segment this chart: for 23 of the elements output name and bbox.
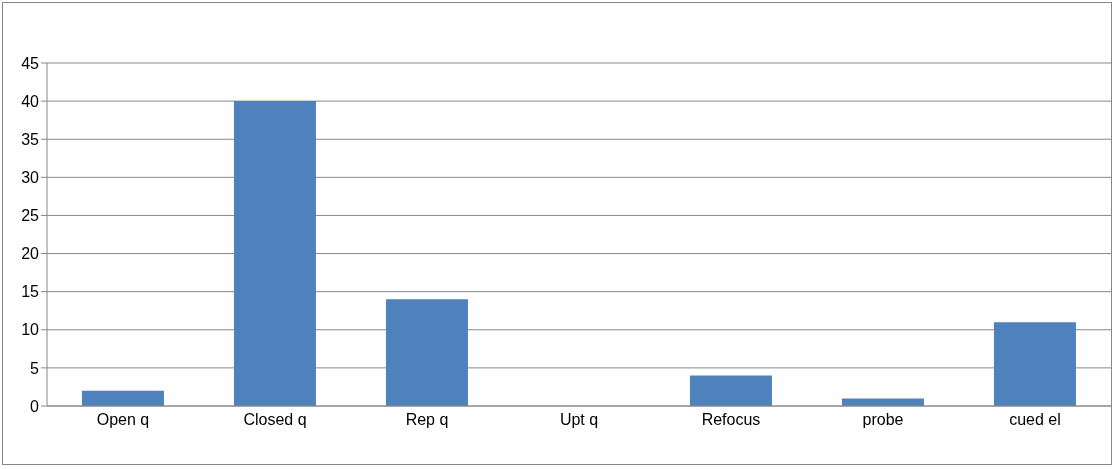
- x-tick-label: probe: [862, 411, 904, 429]
- y-tick-label: 25: [21, 207, 40, 225]
- bar: [233, 101, 316, 406]
- x-tick-label: Refocus: [701, 411, 761, 429]
- y-tick-label: 20: [21, 245, 40, 263]
- bar: [689, 375, 772, 406]
- y-tick-label: 10: [21, 321, 40, 339]
- bar: [385, 299, 468, 406]
- y-tick-label: 35: [21, 130, 40, 148]
- y-tick-label: 5: [30, 359, 40, 377]
- bar: [841, 398, 924, 406]
- x-tick-label: Open q: [96, 411, 150, 429]
- y-tick-label: 15: [21, 283, 40, 301]
- x-tick-label: cued el: [1009, 411, 1061, 429]
- x-tick-label: Rep q: [405, 411, 449, 429]
- y-tick-label: 45: [21, 54, 40, 72]
- bar: [993, 322, 1076, 406]
- x-tick-label: Upt q: [559, 411, 599, 429]
- y-tick-label: 0: [30, 397, 40, 415]
- y-tick-label: 40: [21, 92, 40, 110]
- x-tick-label: Closed q: [243, 411, 307, 429]
- bar: [81, 390, 164, 406]
- y-tick-label: 30: [21, 169, 40, 187]
